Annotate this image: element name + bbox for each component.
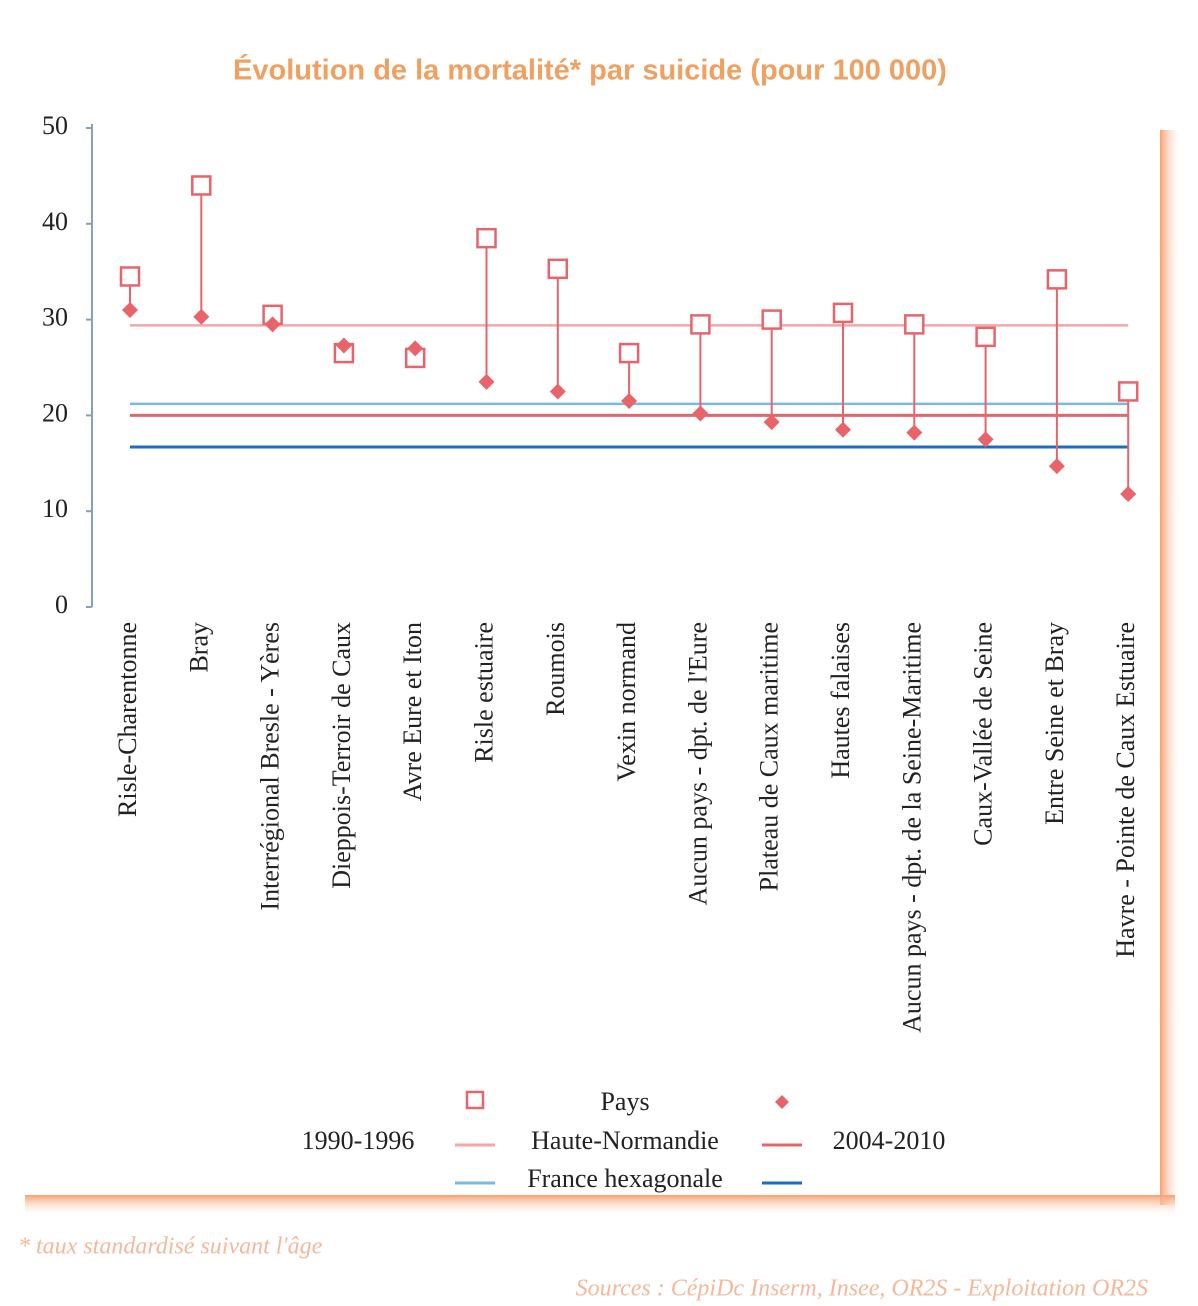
x-tick-label: Risle estuaire	[469, 622, 498, 763]
diamond-marker	[549, 383, 566, 400]
square-marker	[618, 342, 640, 364]
legend-label: Pays	[600, 1087, 649, 1116]
square-marker	[119, 266, 141, 287]
diamond-marker	[1048, 458, 1065, 475]
y-tick-label: 20	[42, 398, 68, 427]
square-marker	[1046, 269, 1068, 290]
square-marker	[690, 314, 711, 335]
source: Sources : CépiDc Inserm, Insee, OR2S - E…	[576, 1276, 1148, 1302]
square-marker	[975, 326, 996, 348]
diamond-marker	[193, 308, 210, 325]
diamond-marker	[478, 373, 495, 390]
y-tick-label: 40	[42, 207, 68, 236]
chart-title: Évolution de la mortalité* par suicide (…	[233, 53, 947, 87]
diamond-marker	[407, 340, 424, 357]
x-tick-label: Plateau de Caux maritime	[755, 622, 784, 891]
legend-label: France hexagonale	[527, 1164, 723, 1193]
x-tick-label: Caux-Vallée de Seine	[969, 622, 998, 846]
diamond-marker	[335, 337, 352, 354]
x-tick-label: Interrégional Bresle - Yères	[256, 622, 285, 911]
square-marker	[476, 227, 497, 249]
square-marker	[832, 302, 854, 324]
frame-shadow	[1160, 130, 1182, 1205]
x-tick-label: Avre Eure et Iton	[398, 622, 427, 801]
y-tick-label: 10	[42, 494, 68, 523]
square-marker	[904, 314, 925, 335]
diamond-marker	[692, 405, 709, 422]
legend-swatch	[775, 1095, 789, 1109]
diamond-marker	[1120, 485, 1137, 502]
x-tick-label: Dieppois-Terroir de Caux	[327, 622, 356, 889]
square-marker	[761, 309, 782, 330]
footnote: * taux standardisé suivant l'âge	[18, 1234, 323, 1260]
x-tick-label: Vexin normand	[612, 622, 641, 782]
y-tick-label: 30	[42, 303, 68, 332]
x-tick-label: Aucun pays - dpt. de l'Eure	[683, 622, 712, 905]
legend-period: 1990-1996	[302, 1126, 415, 1155]
diamond-marker	[763, 414, 780, 431]
x-tick-label: Aucun pays - dpt. de la Seine-Maritime	[897, 622, 926, 1033]
diamond-marker	[122, 302, 138, 319]
legend-swatch	[465, 1090, 485, 1110]
legend-period: 2004-2010	[833, 1126, 946, 1155]
x-tick-label: Havre - Pointe de Caux Estuaire	[1111, 622, 1140, 958]
square-marker	[547, 258, 569, 280]
x-tick-label: Roumois	[541, 622, 570, 716]
legend-label: Haute-Normandie	[531, 1126, 719, 1155]
y-tick-label: 50	[42, 111, 68, 140]
square-marker	[1117, 381, 1139, 402]
x-tick-label: Hautes falaises	[826, 622, 855, 779]
frame-shadow	[25, 1195, 1175, 1217]
diamond-marker	[264, 316, 281, 333]
diamond-marker	[835, 421, 851, 438]
y-tick-label: 0	[55, 590, 68, 619]
x-tick-label: Entre Seine et Bray	[1040, 622, 1069, 825]
square-marker	[191, 175, 212, 196]
x-tick-label: Risle-Charentonne	[113, 622, 142, 817]
diamond-marker	[906, 424, 923, 441]
diamond-marker	[977, 431, 994, 448]
diamond-marker	[621, 393, 638, 410]
x-tick-label: Bray	[184, 622, 213, 673]
